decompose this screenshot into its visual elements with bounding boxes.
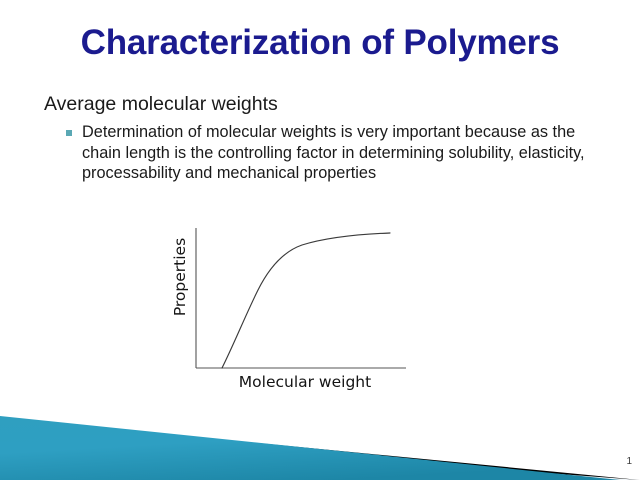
chart-plot-area — [195, 228, 406, 369]
data-series-curve — [221, 232, 391, 369]
x-axis-label: Molecular weight — [238, 373, 372, 391]
page-title: Characterization of Polymers — [80, 23, 560, 62]
y-axis-label: Properties — [171, 237, 189, 317]
list-item-label: Determination of molecular weights is ve… — [82, 123, 585, 182]
properties-vs-molecular-weight-chart: Properties Molecular weight — [150, 218, 420, 403]
footer-decoration — [0, 416, 640, 480]
content-body: Average molecular weights Determination … — [44, 92, 604, 184]
level1-heading: Average molecular weights — [44, 93, 278, 115]
teal-wedge — [0, 416, 620, 480]
list-item: Determination of molecular weights is ve… — [66, 122, 606, 184]
square-bullet-icon — [66, 130, 72, 136]
slide-number: 1 — [626, 456, 632, 467]
